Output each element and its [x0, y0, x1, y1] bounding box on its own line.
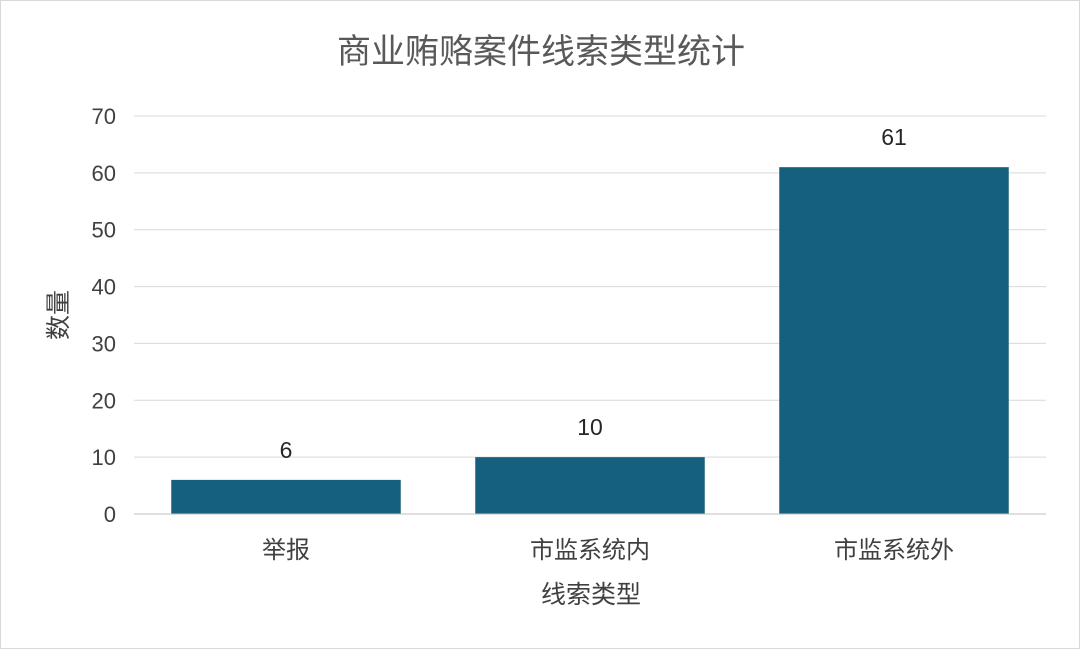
- bars: [171, 167, 1009, 514]
- data-label: 6: [280, 437, 293, 463]
- x-category-label: 市监系统外: [834, 536, 954, 564]
- y-tick-label: 20: [92, 388, 116, 413]
- y-axis-title: 数量: [44, 290, 73, 340]
- data-label: 61: [881, 124, 907, 150]
- y-tick-label: 40: [92, 275, 116, 300]
- x-category-label: 举报: [262, 536, 310, 564]
- x-axis-categories: 举报 市监系统内 市监系统外: [262, 536, 954, 564]
- y-tick-label: 30: [92, 331, 116, 356]
- y-axis-ticks: 0 10 20 30 40 50 60 70: [92, 104, 116, 527]
- bar: [779, 167, 1009, 514]
- data-labels: 6 10 61: [280, 124, 907, 463]
- bar: [171, 479, 401, 514]
- x-category-label: 市监系统内: [530, 536, 650, 564]
- bar: [475, 457, 705, 514]
- x-axis-title: 线索类型: [541, 580, 641, 609]
- y-tick-label: 60: [92, 161, 116, 186]
- y-tick-label: 70: [92, 104, 116, 129]
- data-label: 10: [577, 414, 603, 440]
- gridlines: [134, 115, 1046, 458]
- y-tick-label: 0: [104, 502, 116, 527]
- y-tick-label: 50: [92, 218, 116, 243]
- y-tick-label: 10: [92, 445, 116, 470]
- chart-title: 商业贿赂案件线索类型统计: [337, 32, 745, 72]
